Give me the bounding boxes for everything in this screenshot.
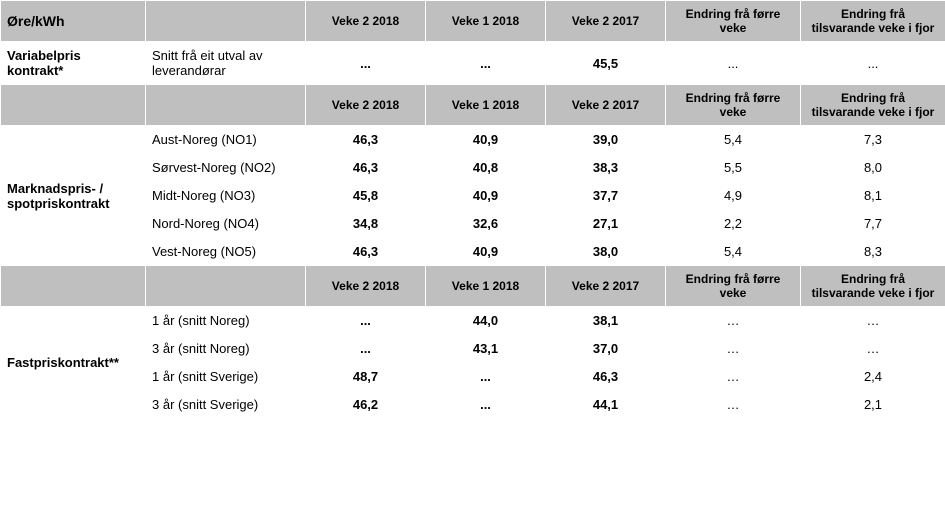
region: Vest-Noreg (NO5) [146, 238, 306, 266]
cell: ... [426, 363, 546, 391]
cell: 38,0 [546, 238, 666, 266]
header-row-3: Veke 2 2018 Veke 1 2018 Veke 2 2017 Endr… [1, 266, 945, 307]
cell: 8,3 [801, 238, 945, 266]
cell: 5,4 [666, 238, 801, 266]
col-change-prev: Endring frå førre veke [666, 85, 801, 126]
cell: 44,0 [426, 307, 546, 335]
cell: 27,1 [546, 210, 666, 238]
blank [146, 85, 306, 126]
col-veke2-2017: Veke 2 2017 [546, 85, 666, 126]
term: 3 år (snitt Sverige) [146, 391, 306, 419]
cell: 38,3 [546, 154, 666, 182]
cell: 38,1 [546, 307, 666, 335]
cell: 4,9 [666, 182, 801, 210]
cell: … [666, 307, 801, 335]
cell: 46,2 [306, 391, 426, 419]
cell: 8,1 [801, 182, 945, 210]
cell: 2,4 [801, 363, 945, 391]
cell: 8,0 [801, 154, 945, 182]
region: Sørvest-Noreg (NO2) [146, 154, 306, 182]
col-veke1-2018: Veke 1 2018 [426, 1, 546, 42]
cell: 34,8 [306, 210, 426, 238]
blank-header [146, 1, 306, 42]
col-veke2-2018: Veke 2 2018 [306, 85, 426, 126]
term: 1 år (snitt Noreg) [146, 307, 306, 335]
cell: 44,1 [546, 391, 666, 419]
col-veke1-2018: Veke 1 2018 [426, 85, 546, 126]
header-row: Øre/kWh Veke 2 2018 Veke 1 2018 Veke 2 2… [1, 1, 945, 42]
blank [1, 266, 146, 307]
region: Aust-Noreg (NO1) [146, 126, 306, 154]
cell: ... [306, 307, 426, 335]
cell: 40,9 [426, 182, 546, 210]
fast-row: Fastpriskontrakt** 1 år (snitt Noreg) ..… [1, 307, 945, 335]
col-change-year: Endring frå tilsvarande veke i fjor [801, 266, 945, 307]
variabelpris-sub: Snitt frå eit utval av leverandørar [146, 42, 306, 85]
region: Nord-Noreg (NO4) [146, 210, 306, 238]
cell: ... [801, 42, 945, 85]
spot-label: Marknadspris- / spotpriskontrakt [1, 126, 146, 266]
cell: 46,3 [546, 363, 666, 391]
col-veke2-2018: Veke 2 2018 [306, 1, 426, 42]
cell: 46,3 [306, 238, 426, 266]
term: 3 år (snitt Noreg) [146, 335, 306, 363]
header-row-2: Veke 2 2018 Veke 1 2018 Veke 2 2017 Endr… [1, 85, 945, 126]
cell: 40,8 [426, 154, 546, 182]
col-change-prev: Endring frå førre veke [666, 266, 801, 307]
cell: 48,7 [306, 363, 426, 391]
blank [146, 266, 306, 307]
cell: … [666, 363, 801, 391]
cell: 46,3 [306, 126, 426, 154]
cell: 43,1 [426, 335, 546, 363]
col-change-year: Endring frå tilsvarande veke i fjor [801, 1, 945, 42]
region: Midt-Noreg (NO3) [146, 182, 306, 210]
cell: … [666, 391, 801, 419]
cell: 37,7 [546, 182, 666, 210]
col-change-year: Endring frå tilsvarande veke i fjor [801, 85, 945, 126]
cell: 37,0 [546, 335, 666, 363]
col-veke2-2018: Veke 2 2018 [306, 266, 426, 307]
cell: 7,3 [801, 126, 945, 154]
cell: ... [306, 42, 426, 85]
unit-header: Øre/kWh [1, 1, 146, 42]
col-veke2-2017: Veke 2 2017 [546, 1, 666, 42]
cell: 7,7 [801, 210, 945, 238]
cell: ... [426, 391, 546, 419]
cell: 39,0 [546, 126, 666, 154]
cell: 45,8 [306, 182, 426, 210]
cell: 40,9 [426, 126, 546, 154]
cell: ... [306, 335, 426, 363]
term: 1 år (snitt Sverige) [146, 363, 306, 391]
cell: 5,4 [666, 126, 801, 154]
cell: 2,2 [666, 210, 801, 238]
cell: … [666, 335, 801, 363]
cell: 46,3 [306, 154, 426, 182]
variabelpris-row: Variabelpris kontrakt* Snitt frå eit utv… [1, 42, 945, 85]
col-veke1-2018: Veke 1 2018 [426, 266, 546, 307]
cell: 32,6 [426, 210, 546, 238]
cell: … [801, 335, 945, 363]
cell: 40,9 [426, 238, 546, 266]
col-change-prev: Endring frå førre veke [666, 1, 801, 42]
col-veke2-2017: Veke 2 2017 [546, 266, 666, 307]
price-table: Øre/kWh Veke 2 2018 Veke 1 2018 Veke 2 2… [0, 0, 945, 419]
cell: 45,5 [546, 42, 666, 85]
cell: 5,5 [666, 154, 801, 182]
blank [1, 85, 146, 126]
variabelpris-label: Variabelpris kontrakt* [1, 42, 146, 85]
cell: ... [426, 42, 546, 85]
fast-label: Fastpriskontrakt** [1, 307, 146, 419]
spot-row: Marknadspris- / spotpriskontrakt Aust-No… [1, 126, 945, 154]
cell: … [801, 307, 945, 335]
cell: 2,1 [801, 391, 945, 419]
cell: ... [666, 42, 801, 85]
